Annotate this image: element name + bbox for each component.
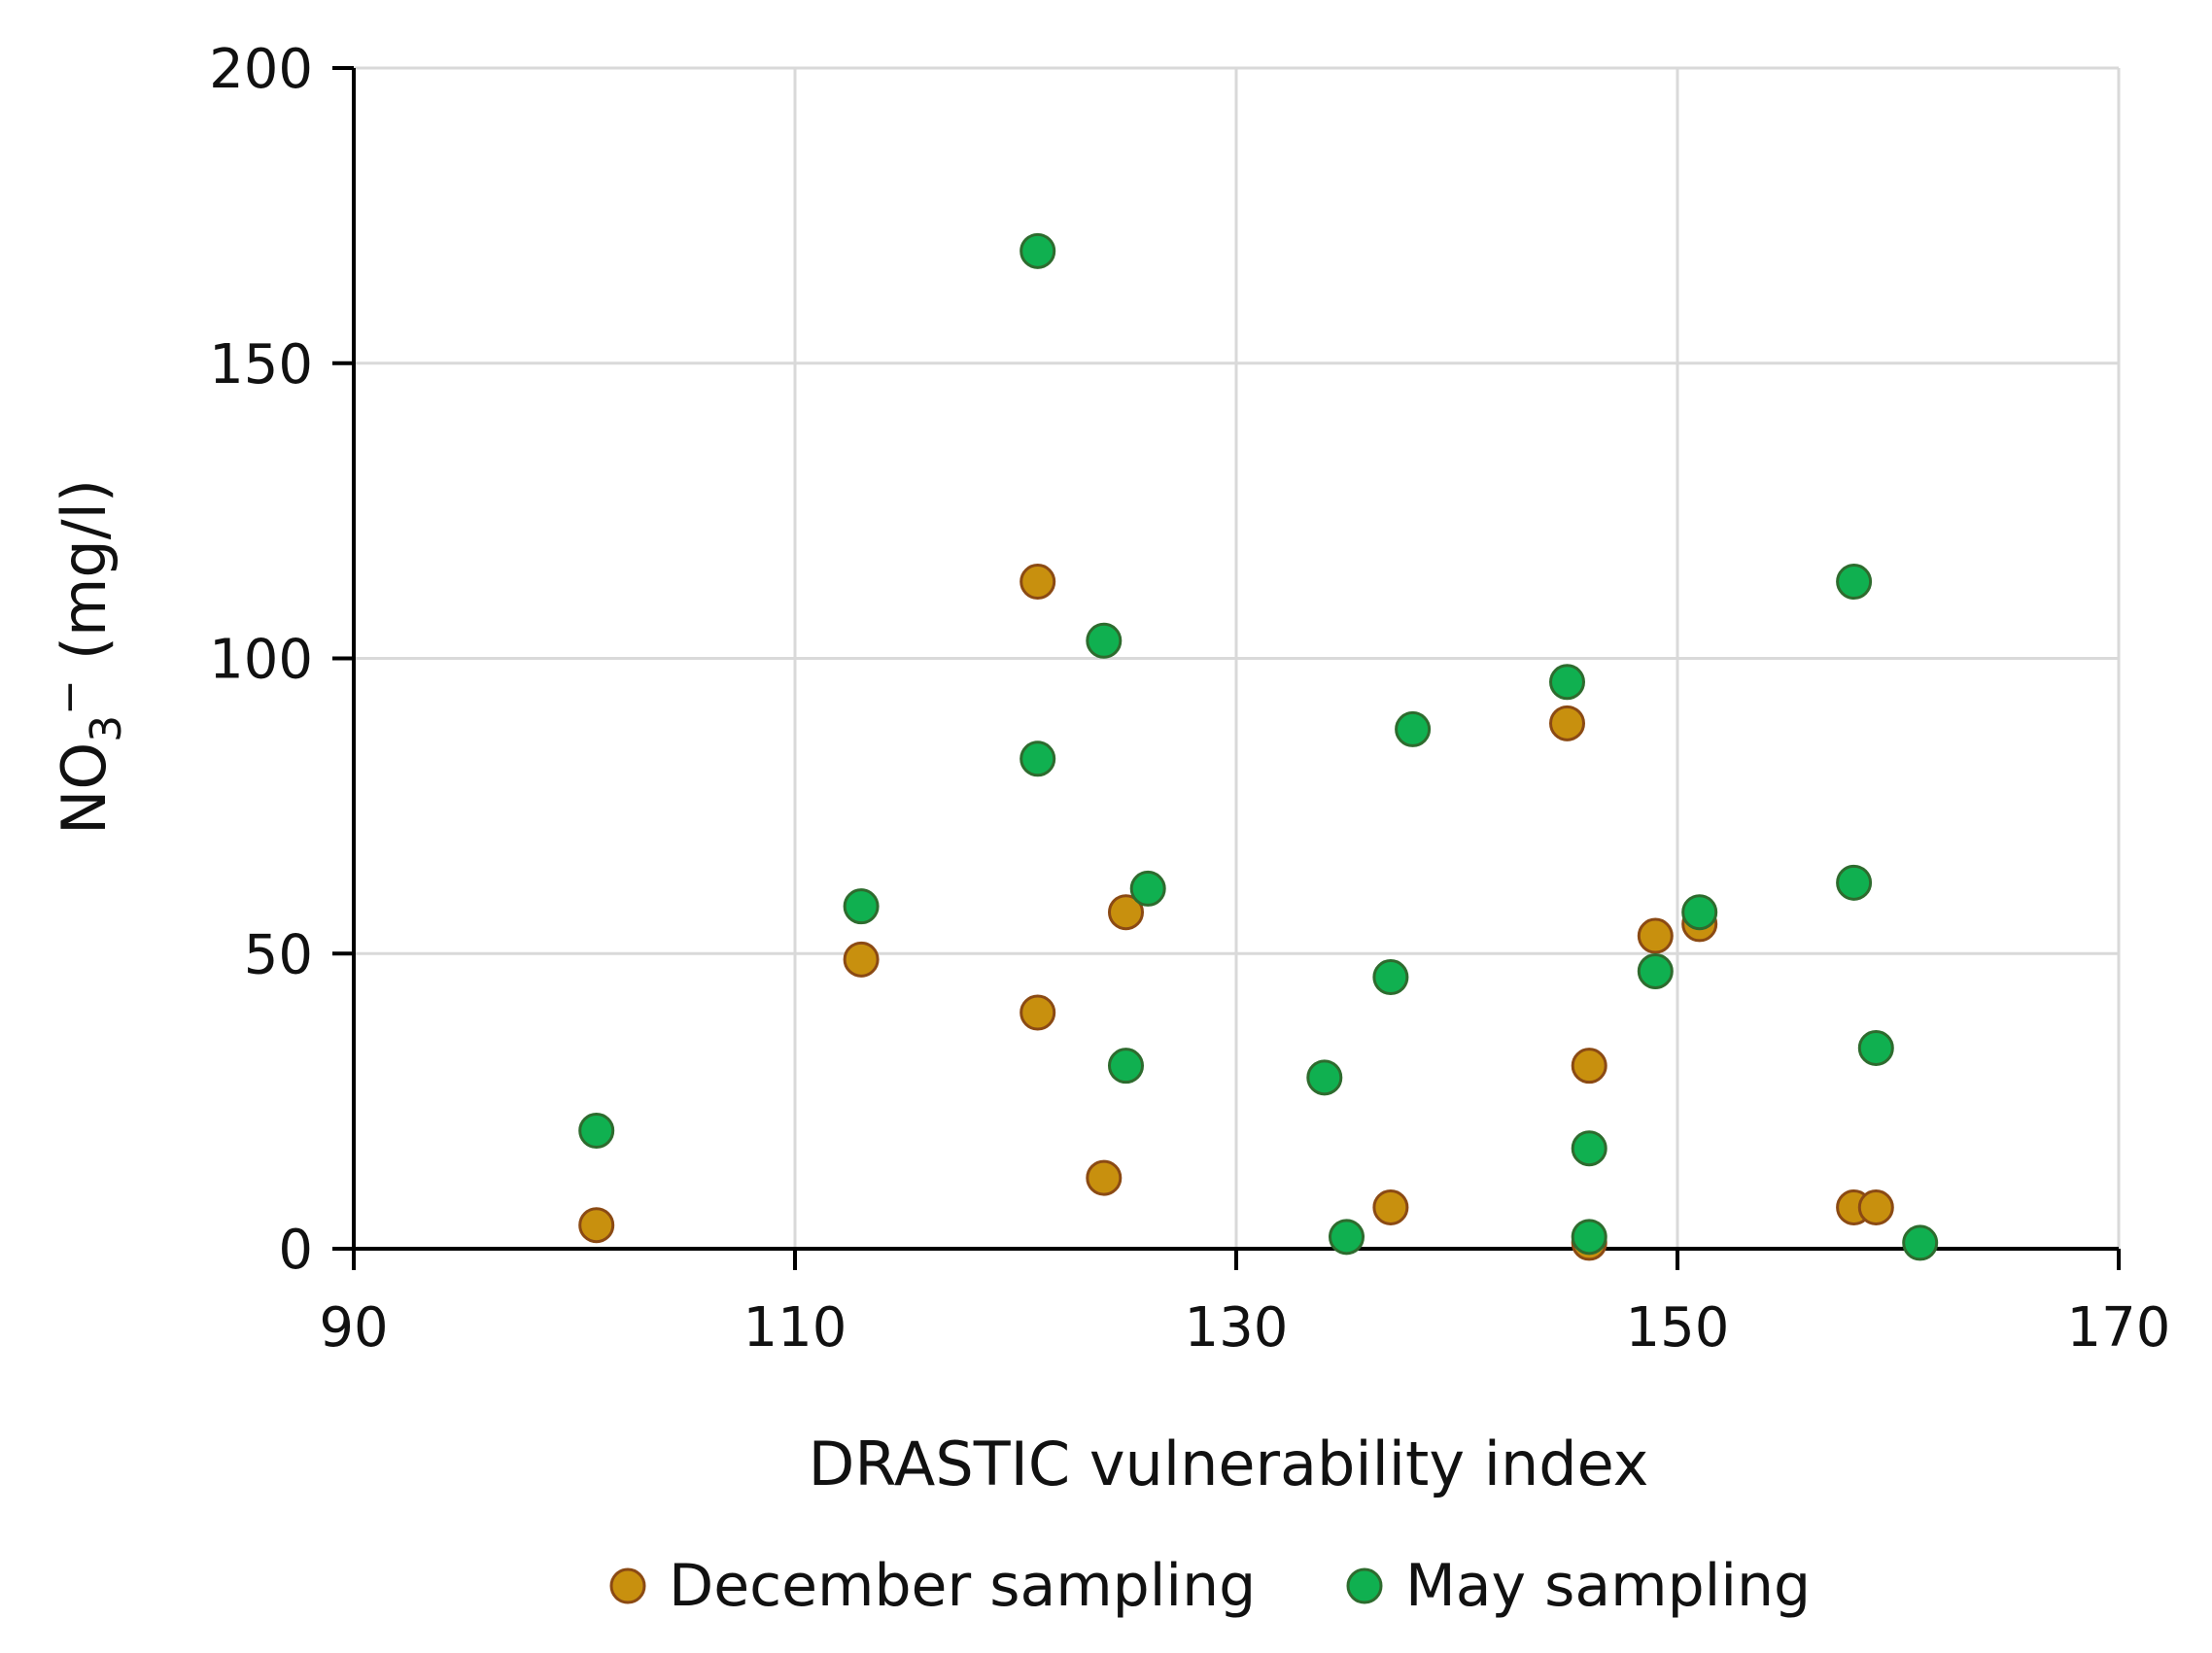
data-point-may-9 xyxy=(1372,959,1409,996)
x-tick-label-150: 150 xyxy=(1626,1296,1730,1360)
legend-label-december: December sampling xyxy=(669,1552,1256,1620)
series-may xyxy=(578,232,1939,1261)
data-point-may-7 xyxy=(1306,1059,1343,1096)
x-axis-title: DRASTIC vulnerability index xyxy=(809,1429,1649,1499)
data-point-december-6 xyxy=(1372,1188,1409,1225)
x-tick-label-170: 170 xyxy=(2067,1296,2171,1360)
series-december xyxy=(578,564,1894,1261)
legend-marker-may xyxy=(1346,1567,1383,1604)
y-tick-label-50: 50 xyxy=(244,923,313,986)
data-point-may-15 xyxy=(1681,894,1718,931)
data-point-may-0 xyxy=(578,1113,615,1149)
data-point-december-5 xyxy=(1108,894,1144,931)
y-tick-label-0: 0 xyxy=(278,1219,313,1282)
data-point-december-0 xyxy=(578,1207,615,1244)
data-point-may-6 xyxy=(1129,870,1166,907)
data-point-december-8 xyxy=(1571,1048,1607,1085)
data-point-may-16 xyxy=(1836,564,1873,601)
axis-layer xyxy=(332,66,2121,1270)
data-point-december-3 xyxy=(1020,994,1056,1031)
data-point-december-2 xyxy=(1020,564,1056,601)
x-tick-label-110: 110 xyxy=(743,1296,847,1360)
data-point-december-4 xyxy=(1086,1159,1123,1196)
data-point-may-10 xyxy=(1395,710,1432,747)
data-point-may-5 xyxy=(1108,1048,1144,1085)
legend: December sampling May sampling xyxy=(609,1552,1811,1620)
y-tick-label-150: 150 xyxy=(209,333,313,396)
y-axis-title-unit: (mg/l) xyxy=(49,479,120,679)
legend-marker-december xyxy=(609,1567,646,1604)
data-point-may-19 xyxy=(1902,1224,1939,1261)
data-point-may-18 xyxy=(1857,1029,1894,1066)
y-axis-title: NO3− (mg/l) xyxy=(45,479,131,835)
y-axis-title-subscript: 3 xyxy=(82,715,131,742)
data-point-may-13 xyxy=(1571,1219,1607,1256)
data-point-december-13 xyxy=(1857,1188,1894,1225)
y-axis-title-superscript: − xyxy=(45,679,94,715)
legend-label-may: May sampling xyxy=(1405,1552,1811,1620)
data-point-may-1 xyxy=(843,888,880,925)
data-point-may-8 xyxy=(1329,1219,1365,1256)
data-point-may-4 xyxy=(1086,622,1123,659)
data-point-december-10 xyxy=(1637,917,1674,954)
x-tick-label-90: 90 xyxy=(319,1296,388,1360)
data-point-december-1 xyxy=(843,941,880,978)
data-point-may-17 xyxy=(1836,864,1873,901)
grid-layer xyxy=(354,66,2121,1249)
data-point-may-11 xyxy=(1549,664,1585,701)
data-point-may-12 xyxy=(1571,1130,1607,1167)
data-point-december-7 xyxy=(1549,705,1585,741)
y-axis-title-main: NO xyxy=(49,742,120,835)
tick-labels: 0 50 100 150 200 90 110 130 150 170 xyxy=(209,38,2170,1360)
x-tick-label-130: 130 xyxy=(1185,1296,1289,1360)
y-tick-label-200: 200 xyxy=(209,38,313,101)
data-point-may-3 xyxy=(1020,740,1056,777)
data-point-may-2 xyxy=(1020,232,1056,269)
data-point-may-14 xyxy=(1637,952,1674,989)
data-points xyxy=(578,232,1939,1261)
y-tick-label-100: 100 xyxy=(209,629,313,692)
